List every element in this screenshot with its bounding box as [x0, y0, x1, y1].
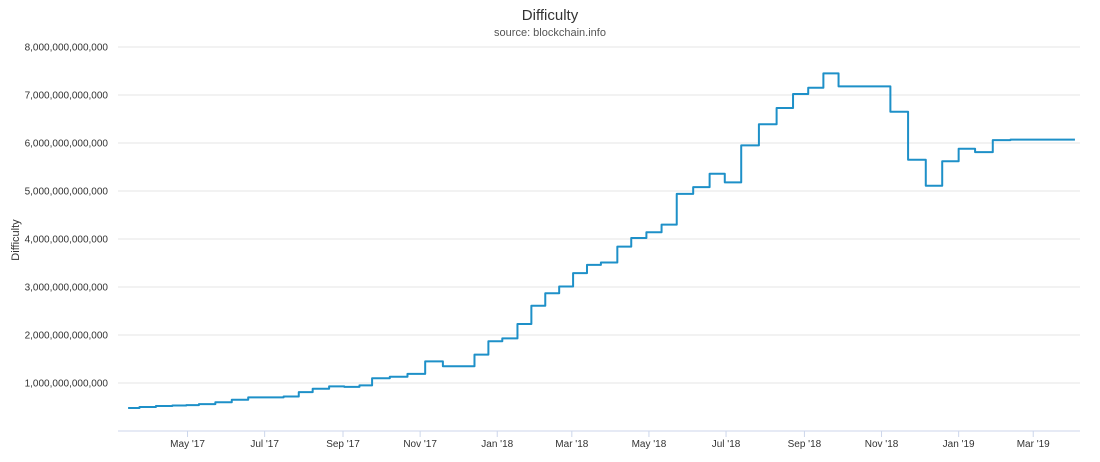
series-layer — [128, 72, 1075, 409]
x-tick-label: Nov '17 — [403, 439, 437, 450]
x-tick-label: Jan '18 — [481, 439, 513, 450]
gridlines — [118, 46, 1080, 432]
y-tick-label: 5,000,000,000,000 — [25, 187, 109, 198]
x-tick-label: May '17 — [170, 439, 205, 450]
y-tick-label: 2,000,000,000,000 — [25, 331, 109, 342]
y-tick-label: 1,000,000,000,000 — [25, 379, 109, 390]
x-tick-label: Mar '19 — [1017, 439, 1050, 450]
x-tick-label: Sep '18 — [788, 439, 822, 450]
y-tick-label: 7,000,000,000,000 — [25, 91, 109, 102]
x-axis-ticks: May '17 Jul '17 Sep '17 Nov '17 Jan '18 Mar '… — [170, 431, 1050, 450]
y-tick-label: 3,000,000,000,000 — [25, 283, 109, 294]
chart-subtitle: source: blockchain.info — [494, 27, 606, 39]
y-tick-label: 6,000,000,000,000 — [25, 139, 109, 150]
x-tick-label: Mar '18 — [555, 439, 588, 450]
y-tick-label: 4,000,000,000,000 — [25, 235, 109, 246]
y-tick-label: 8,000,000,000,000 — [25, 43, 109, 54]
x-tick-label: Jan '19 — [943, 439, 975, 450]
x-tick-label: May '18 — [632, 439, 667, 450]
y-axis-label: Difficulty — [10, 219, 22, 261]
x-tick-label: Nov '18 — [865, 439, 899, 450]
x-tick-label: Sep '17 — [326, 439, 360, 450]
difficulty-series-line — [128, 72, 1075, 409]
y-axis-ticks: 1,000,000,000,000 2,000,000,000,000 3,000,… — [25, 43, 109, 390]
x-tick-label: Jul '17 — [250, 439, 279, 450]
chart-title: Difficulty — [522, 7, 579, 24]
x-tick-label: Jul '18 — [712, 439, 741, 450]
